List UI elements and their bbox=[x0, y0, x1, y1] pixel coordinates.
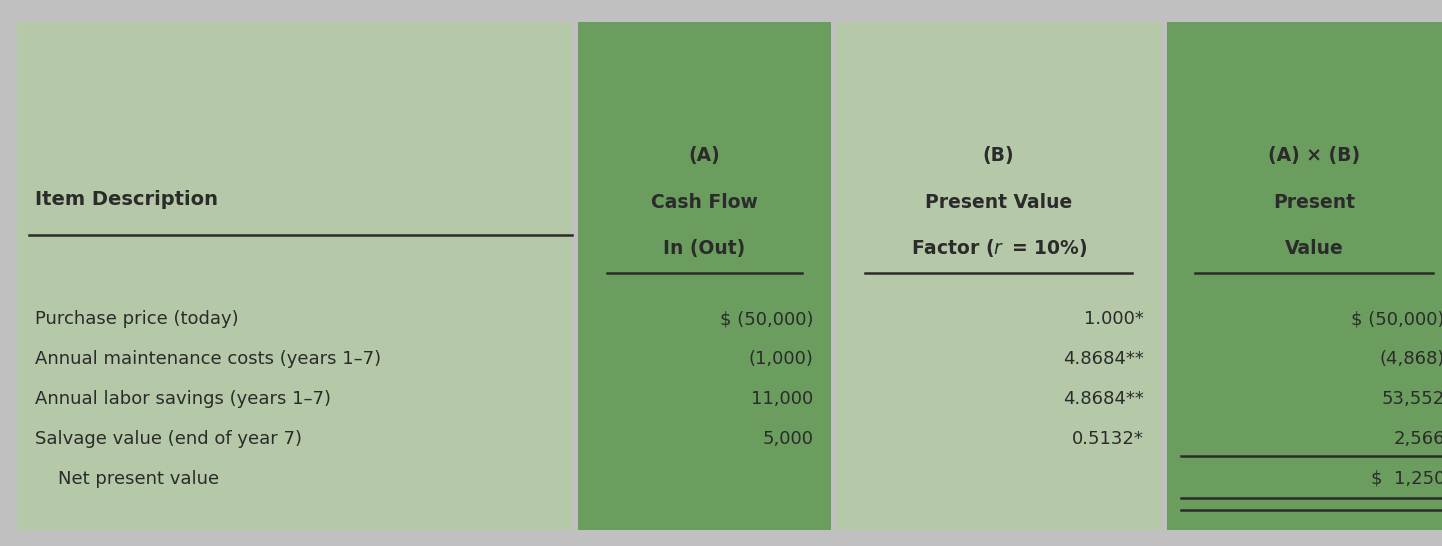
FancyBboxPatch shape bbox=[1167, 22, 1442, 530]
Text: 4.8684**: 4.8684** bbox=[1063, 390, 1144, 408]
Text: Purchase price (today): Purchase price (today) bbox=[35, 311, 238, 328]
Text: Present Value: Present Value bbox=[924, 193, 1073, 211]
Text: 53,552: 53,552 bbox=[1381, 390, 1442, 408]
Text: (B): (B) bbox=[983, 146, 1014, 165]
Text: (A) × (B): (A) × (B) bbox=[1269, 146, 1360, 165]
Text: Annual maintenance costs (years 1–7): Annual maintenance costs (years 1–7) bbox=[35, 351, 381, 368]
Text: Salvage value (end of year 7): Salvage value (end of year 7) bbox=[35, 430, 301, 448]
FancyBboxPatch shape bbox=[17, 22, 572, 530]
Text: 5,000: 5,000 bbox=[763, 430, 813, 448]
FancyBboxPatch shape bbox=[578, 22, 831, 530]
Text: $ (50,000): $ (50,000) bbox=[720, 311, 813, 328]
Text: Cash Flow: Cash Flow bbox=[650, 193, 758, 211]
Text: 4.8684**: 4.8684** bbox=[1063, 351, 1144, 368]
Text: In (Out): In (Out) bbox=[663, 239, 746, 258]
Text: 1.000*: 1.000* bbox=[1083, 311, 1144, 328]
Text: 2,566: 2,566 bbox=[1393, 430, 1442, 448]
Text: (A): (A) bbox=[688, 146, 721, 165]
Text: Factor ($r\,$ = 10%): Factor ($r\,$ = 10%) bbox=[910, 238, 1087, 259]
Text: Net present value: Net present value bbox=[35, 470, 219, 488]
Text: 0.5132*: 0.5132* bbox=[1071, 430, 1144, 448]
Text: Value: Value bbox=[1285, 239, 1344, 258]
Text: (4,868): (4,868) bbox=[1380, 351, 1442, 368]
Text: $ (50,000): $ (50,000) bbox=[1351, 311, 1442, 328]
Text: $  1,250: $ 1,250 bbox=[1370, 470, 1442, 488]
Text: Present: Present bbox=[1273, 193, 1355, 211]
Text: Annual labor savings (years 1–7): Annual labor savings (years 1–7) bbox=[35, 390, 330, 408]
Text: 11,000: 11,000 bbox=[751, 390, 813, 408]
Text: Item Description: Item Description bbox=[35, 190, 218, 209]
Text: (1,000): (1,000) bbox=[748, 351, 813, 368]
FancyBboxPatch shape bbox=[836, 22, 1161, 530]
